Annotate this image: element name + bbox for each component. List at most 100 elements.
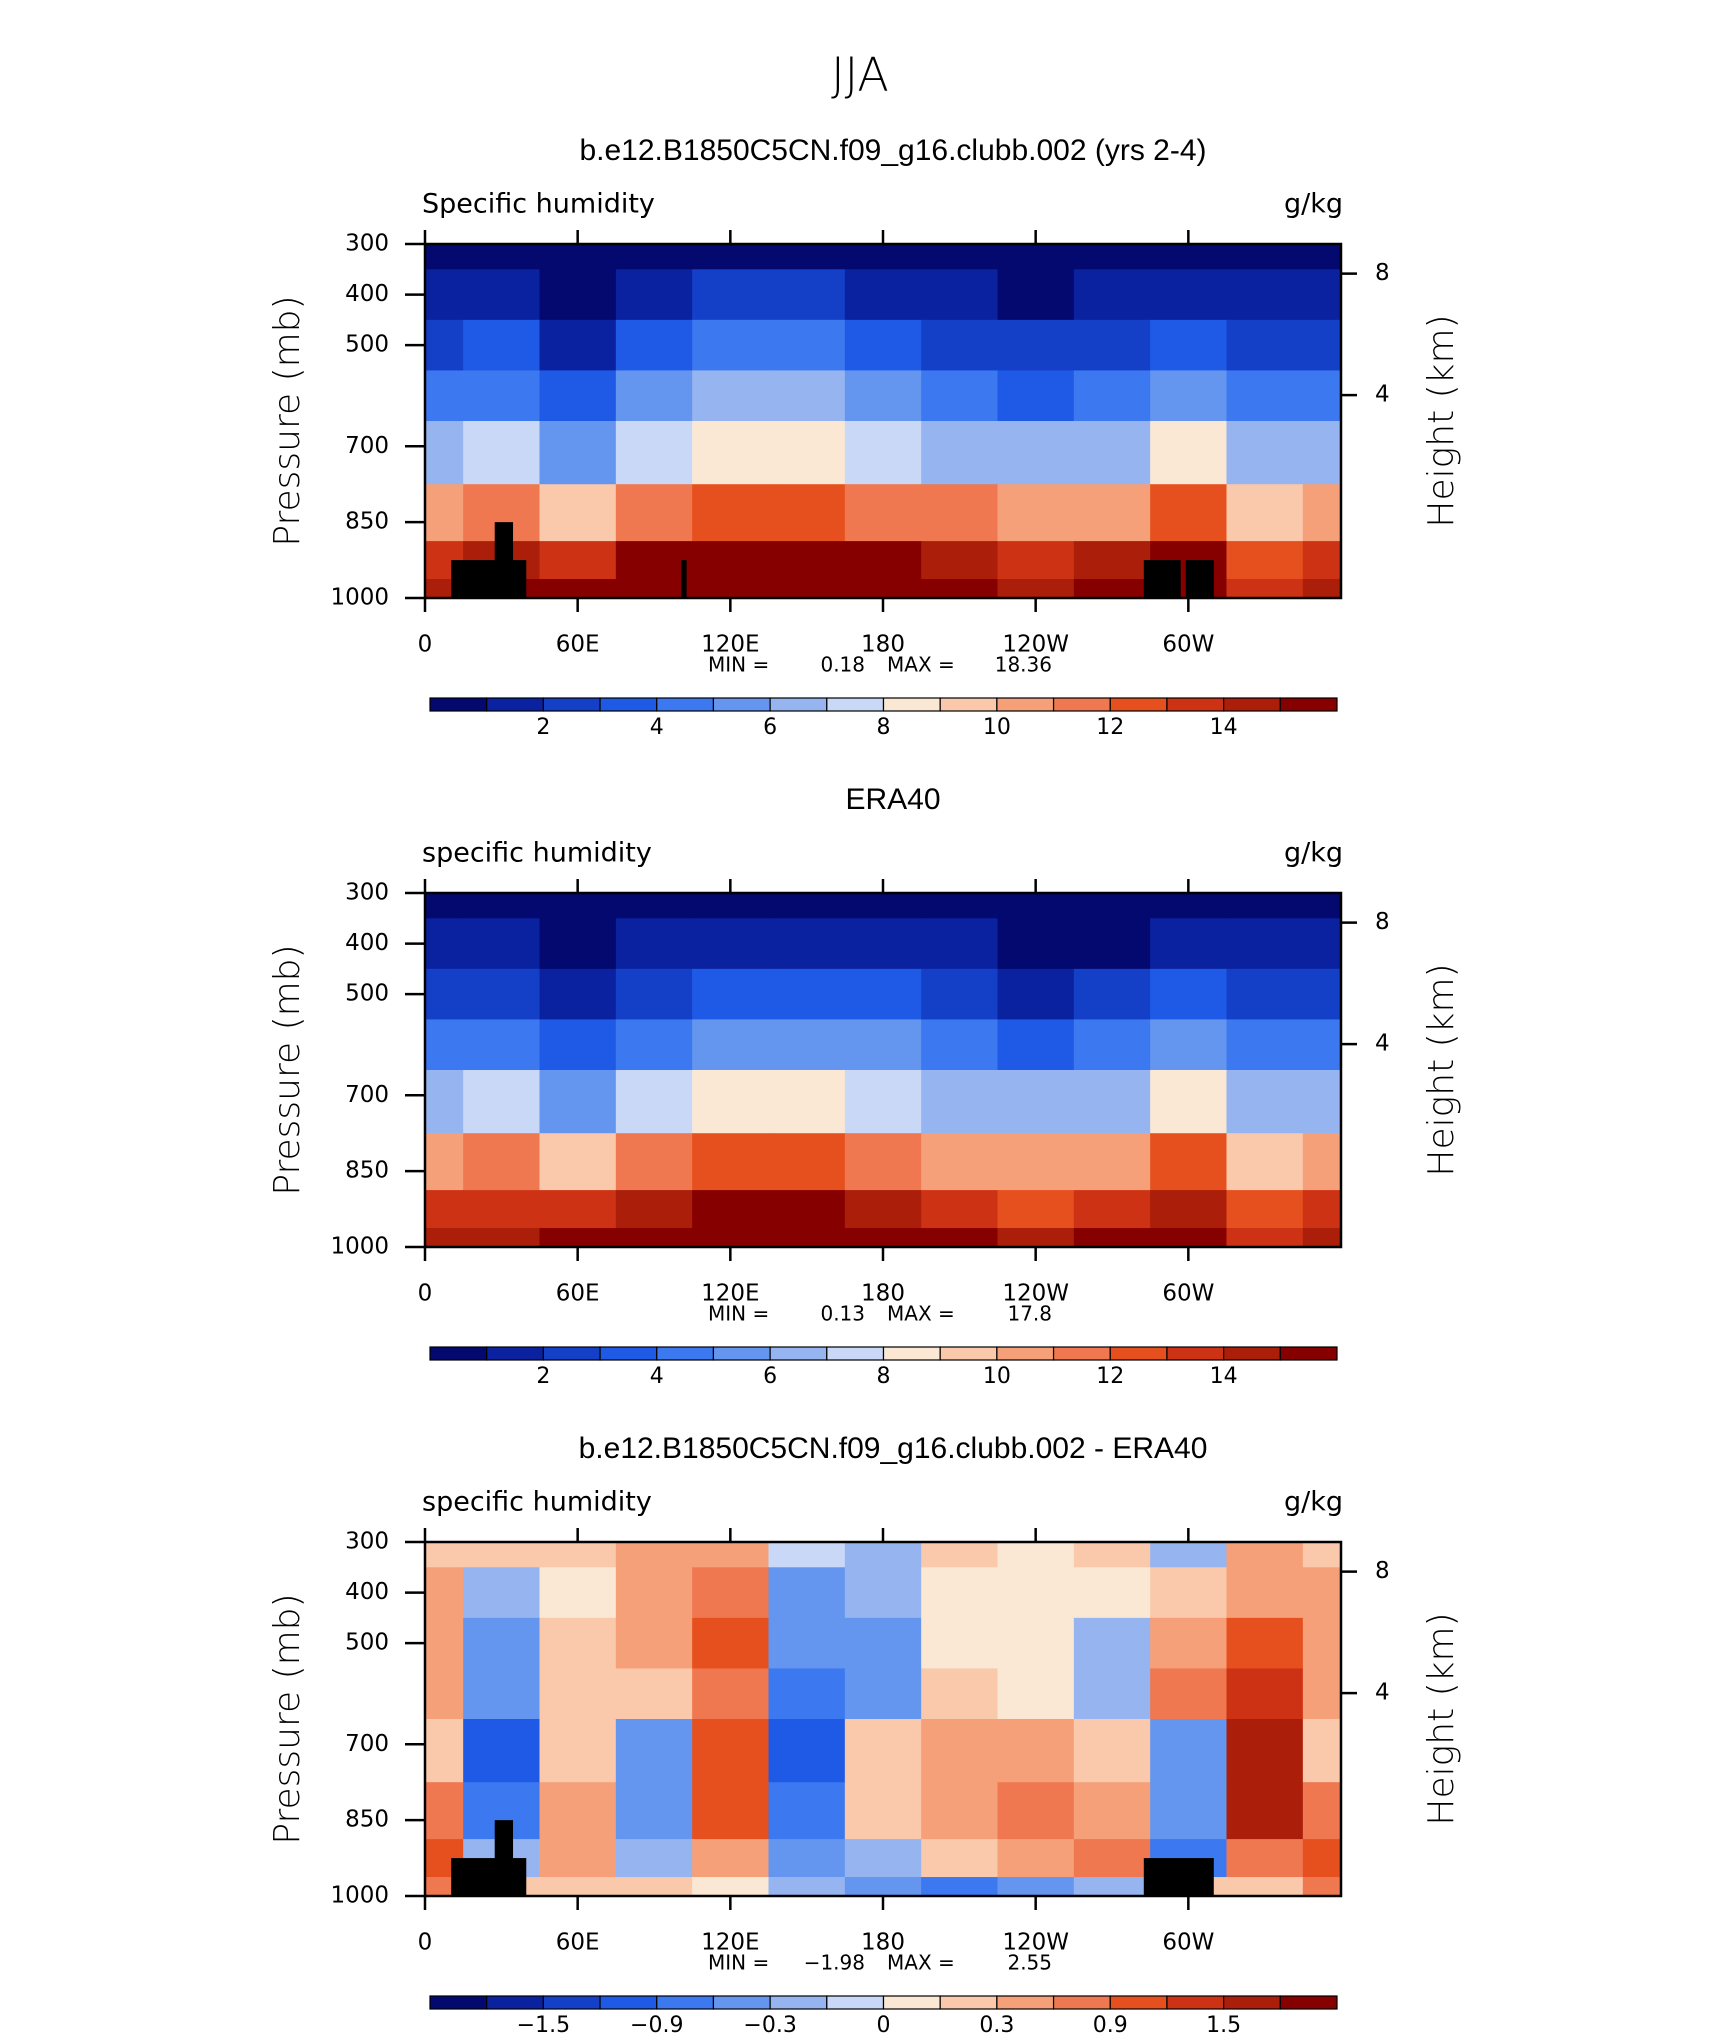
- contour-cell: [921, 1782, 998, 1840]
- colorbar-label: 2: [536, 715, 550, 740]
- contour-cell: [539, 1782, 617, 1840]
- contour-cell: [1073, 1719, 1151, 1783]
- contour-cell: [1150, 1668, 1227, 1720]
- contour-cell: [1073, 269, 1151, 321]
- contour-cell: [1302, 1567, 1341, 1619]
- y2-tick-label: 4: [1375, 1031, 1390, 1057]
- contour-cell: [1302, 541, 1341, 580]
- min-value: 0.13: [820, 1302, 865, 1326]
- contour-cell: [768, 421, 846, 485]
- contour-cell: [1226, 1719, 1304, 1783]
- contour-cell: [425, 918, 464, 970]
- contour-cell: [844, 1877, 922, 1896]
- contour-cell: [1302, 1019, 1341, 1071]
- contour-cell: [1226, 1877, 1304, 1896]
- contour-cell: [463, 269, 540, 321]
- contour-cell: [1150, 893, 1227, 919]
- colorbar-box: [712, 1995, 771, 2010]
- max-value: 2.55: [1007, 1951, 1052, 1975]
- contour-cell: [463, 1133, 540, 1191]
- contour-cell: [997, 1190, 1075, 1229]
- contour-cell: [1226, 421, 1304, 485]
- contour-cell: [768, 484, 846, 542]
- contour-cell: [692, 1228, 769, 1247]
- contour-cell: [1226, 1668, 1304, 1720]
- contour-cell: [844, 893, 922, 919]
- y-tick-label: 500: [345, 332, 389, 358]
- contour-cell: [997, 1668, 1075, 1720]
- contour-cell: [921, 541, 998, 580]
- colorbar-label: 2: [536, 1364, 550, 1389]
- contour-cell: [463, 1668, 540, 1720]
- y-tick-label: 1000: [330, 585, 389, 611]
- min-value: 0.18: [820, 653, 865, 677]
- colorbar-label: 14: [1210, 1364, 1238, 1389]
- contour-cell: [692, 1877, 769, 1896]
- colorbar-box: [769, 1346, 828, 1361]
- contour-cell: [921, 1839, 998, 1878]
- contour-cell: [997, 269, 1075, 321]
- contour-cell: [692, 1190, 769, 1229]
- left-label: Specific humidity: [422, 189, 655, 220]
- colorbar-label: 6: [763, 715, 777, 740]
- topography-mask: [1143, 560, 1181, 598]
- units-label: g/kg: [1284, 189, 1343, 220]
- contour-cell: [615, 319, 693, 371]
- colorbar-box: [599, 1995, 658, 2010]
- contour-cell: [463, 968, 540, 1020]
- contour-cell: [1302, 421, 1341, 485]
- contour-cell: [615, 1839, 693, 1878]
- colorbar-label: −0.3: [743, 2013, 796, 2038]
- colorbar-box: [1166, 1995, 1225, 2010]
- contour-cell: [1226, 1228, 1304, 1247]
- contour-cell: [539, 484, 617, 542]
- contour-cell: [768, 968, 846, 1020]
- colorbar-label: 4: [650, 715, 664, 740]
- contour-cell: [463, 1070, 540, 1134]
- contour-cell: [1073, 1070, 1151, 1134]
- contour-cell: [692, 370, 769, 422]
- colorbar-label: 10: [983, 1364, 1011, 1389]
- min-label: MIN =: [708, 653, 769, 677]
- contour-cell: [844, 968, 922, 1020]
- colorbar-box: [769, 1995, 828, 2010]
- left-label: specific humidity: [422, 838, 652, 869]
- contour-cell: [692, 1839, 769, 1878]
- contour-cell: [1226, 1070, 1304, 1134]
- contour-cell: [997, 1070, 1075, 1134]
- contour-cell: [463, 918, 540, 970]
- contour-cell: [921, 1719, 998, 1783]
- contour-cell: [997, 1782, 1075, 1840]
- x-tick-label: 60E: [556, 1281, 600, 1307]
- contour-cell: [1073, 579, 1151, 598]
- contour-cell: [844, 1070, 922, 1134]
- x-tick-label: 180: [861, 1930, 905, 1956]
- contour-cell: [615, 1542, 693, 1568]
- colorbar-box: [542, 1346, 601, 1361]
- contour-cell: [768, 918, 846, 970]
- contour-cell: [1302, 1782, 1341, 1840]
- colorbar-box: [1279, 697, 1338, 712]
- colorbar-box: [1109, 1346, 1168, 1361]
- contour-cell: [1150, 319, 1227, 371]
- max-value: 17.8: [1007, 1302, 1052, 1326]
- x-tick-label: 180: [861, 632, 905, 658]
- x-tick-label: 60E: [556, 632, 600, 658]
- contour-cell: [844, 1567, 922, 1619]
- colorbar-box: [939, 1995, 998, 2010]
- contour-cell: [692, 484, 769, 542]
- y-tick-label: 300: [345, 1529, 389, 1555]
- colorbar-label: 14: [1210, 715, 1238, 740]
- colorbar-box: [656, 1995, 715, 2010]
- contour-cell: [768, 319, 846, 371]
- contour-cell: [1226, 484, 1304, 542]
- contour-cell: [539, 1070, 617, 1134]
- contour-cell: [921, 1228, 998, 1247]
- contour-cell: [997, 1839, 1075, 1878]
- colorbar-box: [882, 1346, 941, 1361]
- contour-cell: [1302, 1542, 1341, 1568]
- contour-cell: [1073, 541, 1151, 580]
- contour-cell: [463, 1190, 540, 1229]
- x-tick-label: 120E: [701, 632, 759, 658]
